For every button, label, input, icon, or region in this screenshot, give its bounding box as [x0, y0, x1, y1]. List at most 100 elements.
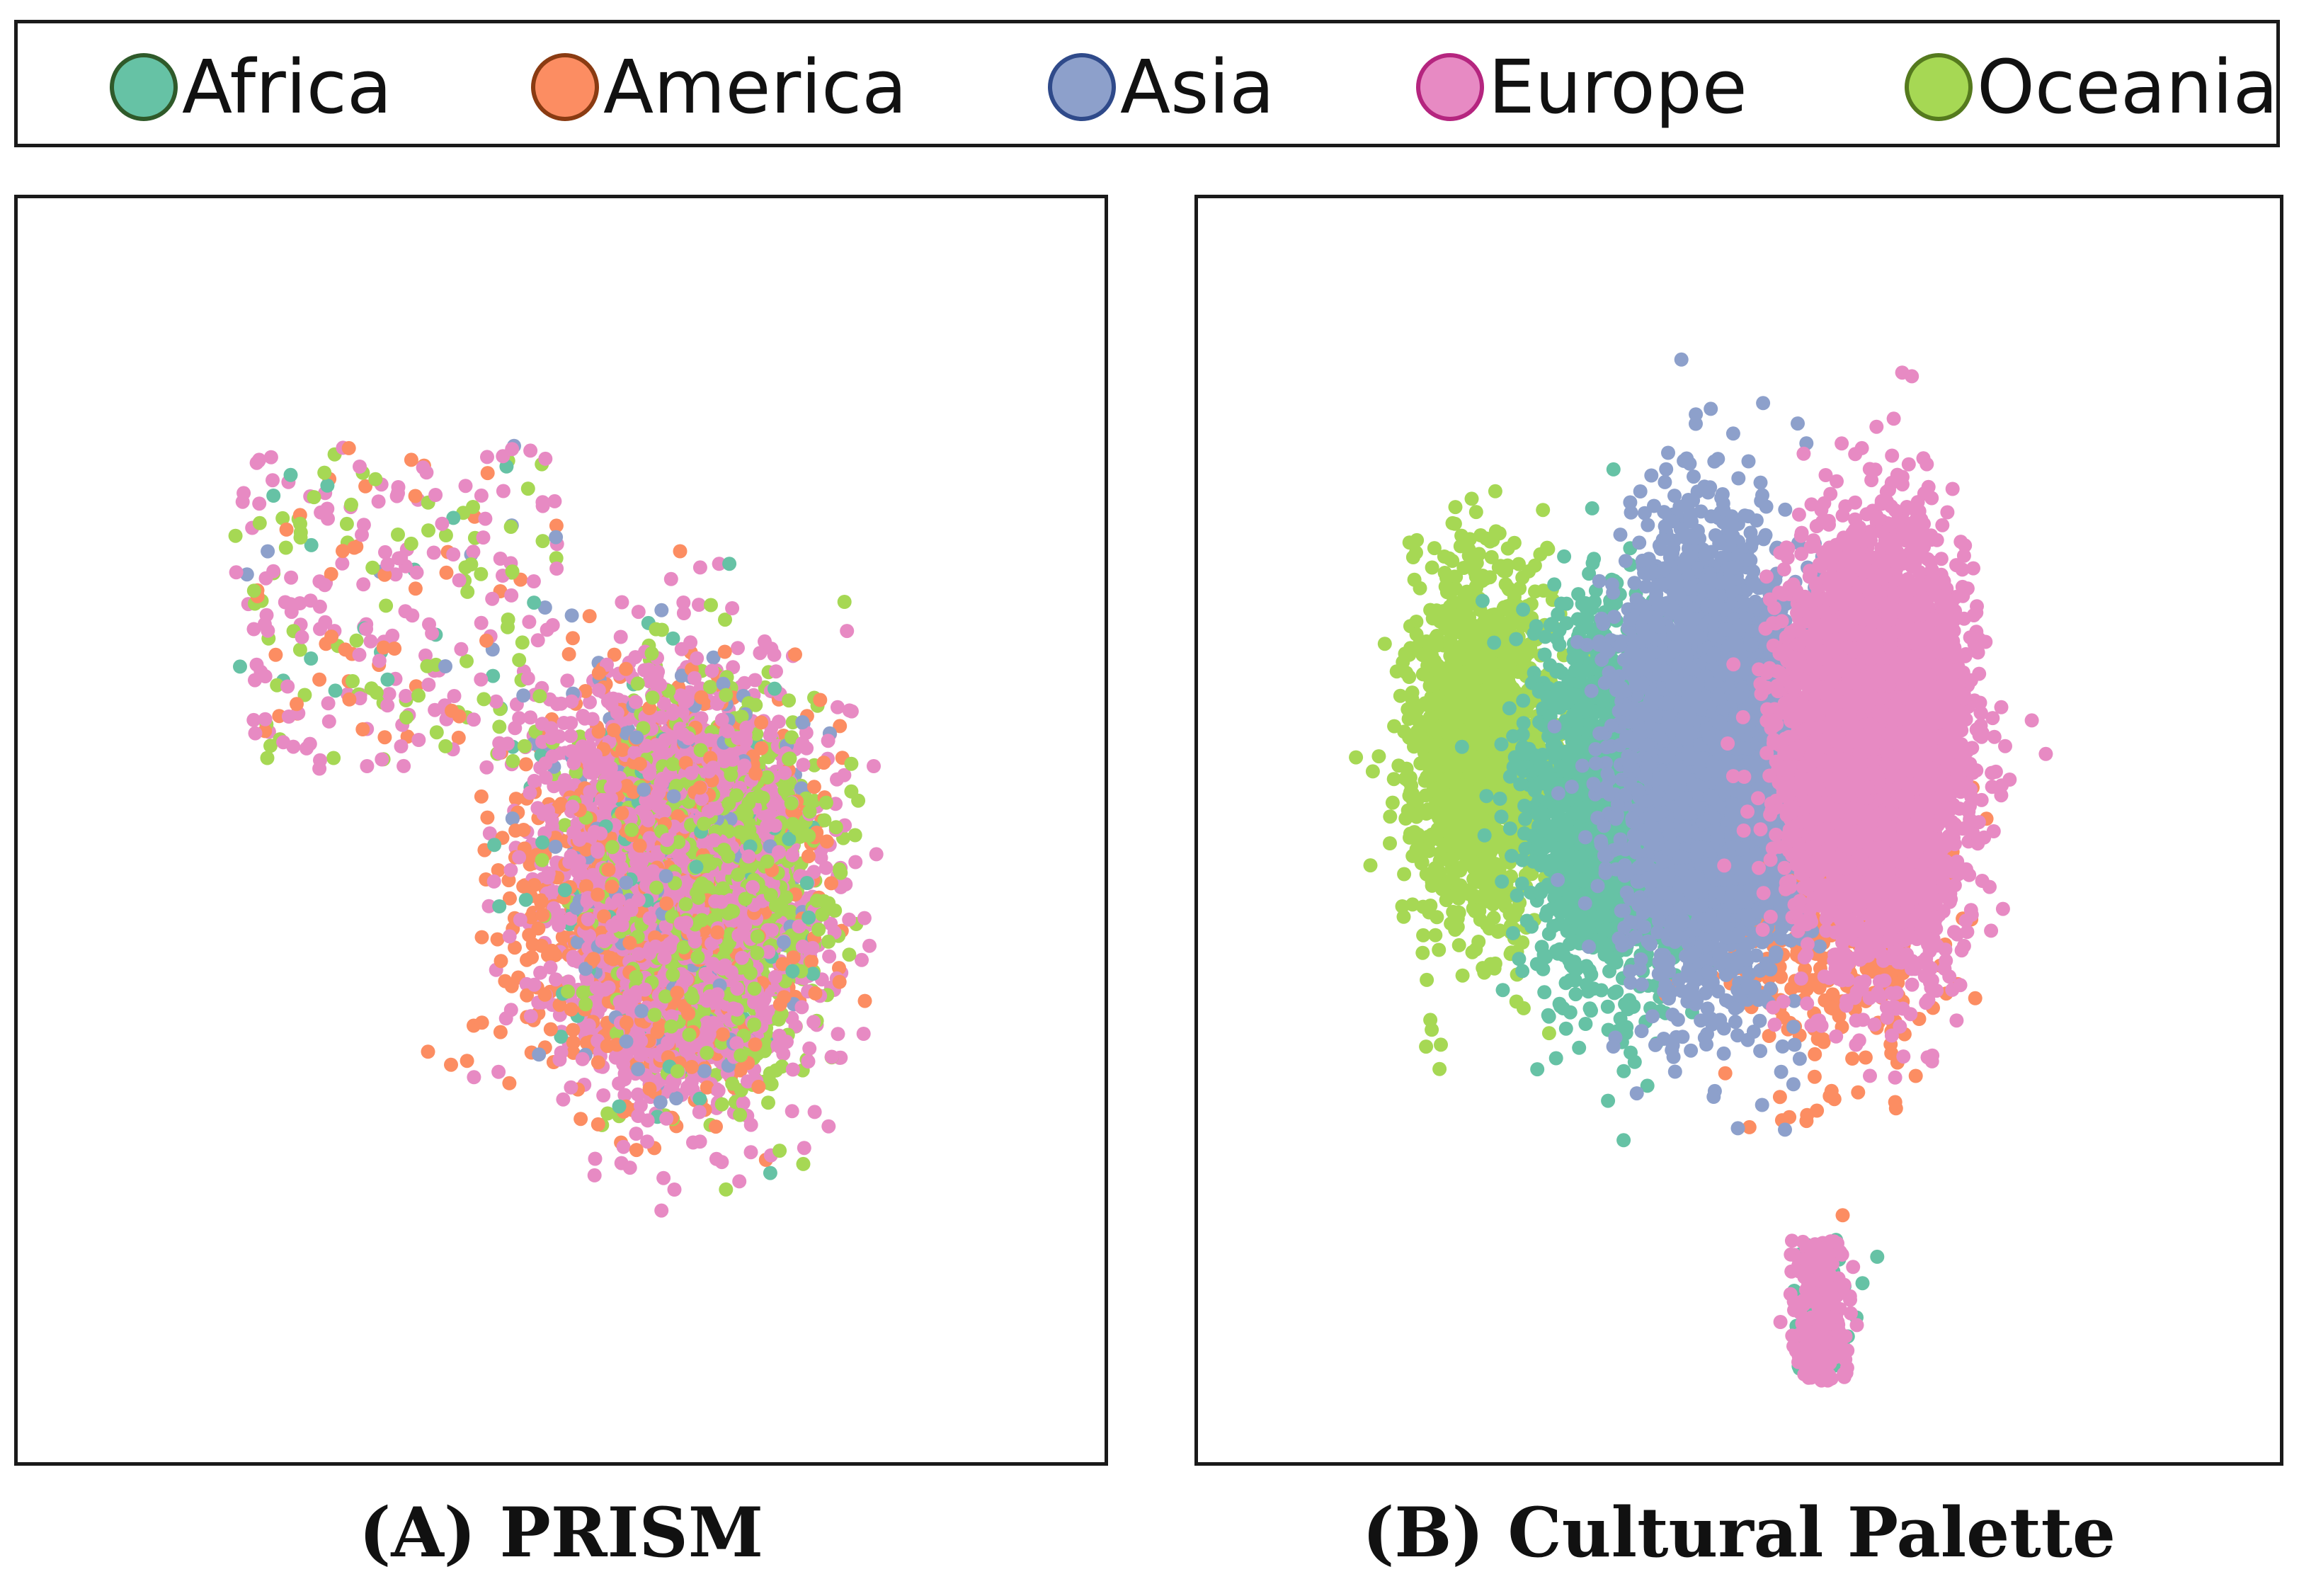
scatter-point-america — [421, 1044, 435, 1059]
scatter-point-europe — [474, 488, 489, 503]
scatter-point-oceania — [438, 739, 453, 753]
scatter-point-oceania — [624, 823, 639, 837]
scatter-point-oceania — [260, 751, 275, 765]
scatter-point-europe — [582, 928, 597, 943]
scatter-point-oceania — [748, 697, 763, 712]
scatter-point-europe — [821, 734, 835, 748]
scatter-point-europe — [566, 756, 581, 770]
scatter-point-europe — [312, 761, 327, 776]
scatter-point-oceania — [739, 806, 754, 821]
scatter-point-america — [709, 1119, 723, 1134]
scatter-point-oceania — [505, 564, 520, 579]
scatter-point-europe — [702, 1027, 717, 1042]
scatter-point-europe — [371, 494, 386, 509]
scatter-point-asia — [697, 1064, 712, 1078]
scatter-point-oceania — [816, 894, 831, 908]
scatter-point-europe — [544, 884, 559, 899]
scatter-point-europe — [466, 545, 481, 559]
scatter-point-america — [376, 640, 391, 655]
scatter-point-europe — [249, 657, 264, 672]
scatter-point-europe — [526, 574, 541, 588]
scatter-point-europe — [704, 936, 719, 951]
scatter-point-oceania — [438, 528, 453, 542]
scatter-point-europe — [549, 562, 564, 576]
scatter-point-europe — [614, 860, 629, 875]
scatter-point-europe — [540, 870, 555, 885]
scatter-point-africa — [283, 467, 298, 482]
scatter-point-america — [786, 950, 801, 965]
scatter-point-europe — [838, 877, 853, 891]
scatter-point-europe — [280, 679, 295, 694]
scatter-point-europe — [261, 623, 275, 638]
scatter-point-africa — [612, 1099, 627, 1114]
scatter-point-america — [324, 629, 339, 644]
scatter-point-europe — [583, 695, 597, 709]
scatter-point-europe — [822, 949, 837, 964]
scatter-point-america — [451, 730, 466, 745]
scatter-point-europe — [736, 1095, 751, 1110]
scatter-point-america — [566, 1035, 581, 1050]
scatter-point-europe — [617, 1088, 632, 1102]
scatter-point-europe — [321, 696, 336, 711]
scatter-point-europe — [252, 496, 267, 511]
scatter-point-oceania — [782, 693, 797, 708]
scatter-point-oceania — [346, 674, 360, 688]
scatter-point-europe — [706, 1015, 721, 1030]
scatter-point-europe — [481, 899, 496, 913]
scatter-point-europe — [300, 741, 314, 756]
scatter-point-america — [342, 692, 357, 707]
scatter-point-europe — [284, 570, 299, 585]
scatter-point-oceania — [535, 534, 550, 549]
scatter-point-america — [341, 440, 356, 455]
scatter-point-oceania — [369, 685, 384, 700]
scatter-point-europe — [581, 1018, 596, 1033]
scatter-point-america — [552, 998, 567, 1013]
scatter-point-africa — [233, 659, 247, 674]
scatter-point-europe — [513, 912, 527, 927]
scatter-point-america — [561, 646, 576, 661]
scatter-point-europe — [785, 1062, 800, 1077]
scatter-point-europe — [867, 759, 881, 773]
scatter-point-oceania — [785, 730, 799, 745]
scatter-point-oceania — [844, 756, 859, 771]
scatter-point-europe — [504, 588, 519, 603]
scatter-point-asia — [548, 839, 563, 854]
legend-swatch-europe — [1416, 53, 1484, 121]
scatter-point-europe — [640, 1134, 655, 1149]
scatter-point-europe — [755, 994, 770, 1009]
scatter-point-europe — [730, 981, 745, 996]
scatter-point-europe — [842, 912, 857, 927]
scatter-point-europe — [663, 571, 678, 586]
scatter-point-america — [474, 1015, 489, 1030]
scatter-point-asia — [619, 875, 634, 890]
scatter-point-africa — [266, 489, 281, 503]
scatter-point-oceania — [297, 688, 312, 702]
scatter-point-africa — [806, 967, 821, 981]
scatter-point-america — [408, 489, 423, 503]
scatter-point-america — [503, 891, 517, 906]
scatter-point-america — [502, 1076, 517, 1090]
scatter-point-oceania — [458, 560, 473, 575]
scatter-point-africa — [304, 651, 319, 666]
scatter-point-america — [338, 642, 353, 657]
scatter-point-america — [549, 518, 564, 533]
legend-swatch-oceania — [1905, 53, 1973, 121]
scatter-point-europe — [321, 714, 336, 729]
scatter-point-europe — [557, 773, 572, 787]
scatter-point-europe — [541, 804, 555, 819]
scatter-point-europe — [527, 977, 542, 992]
scatter-point-europe — [527, 773, 542, 788]
scatter-point-america — [694, 690, 709, 705]
scatter-point-europe — [729, 1036, 744, 1051]
scatter-point-europe — [359, 622, 374, 637]
scatter-point-europe — [649, 738, 663, 753]
scatter-point-europe — [399, 688, 413, 703]
scatter-point-oceania — [848, 828, 862, 843]
scatter-point-oceania — [772, 1012, 786, 1027]
scatter-point-europe — [446, 547, 461, 562]
scatter-point-europe — [585, 712, 600, 726]
scatter-point-europe — [862, 938, 877, 953]
scatter-point-europe — [596, 1088, 611, 1102]
scatter-point-america — [607, 647, 622, 662]
scatter-point-europe — [523, 443, 538, 458]
